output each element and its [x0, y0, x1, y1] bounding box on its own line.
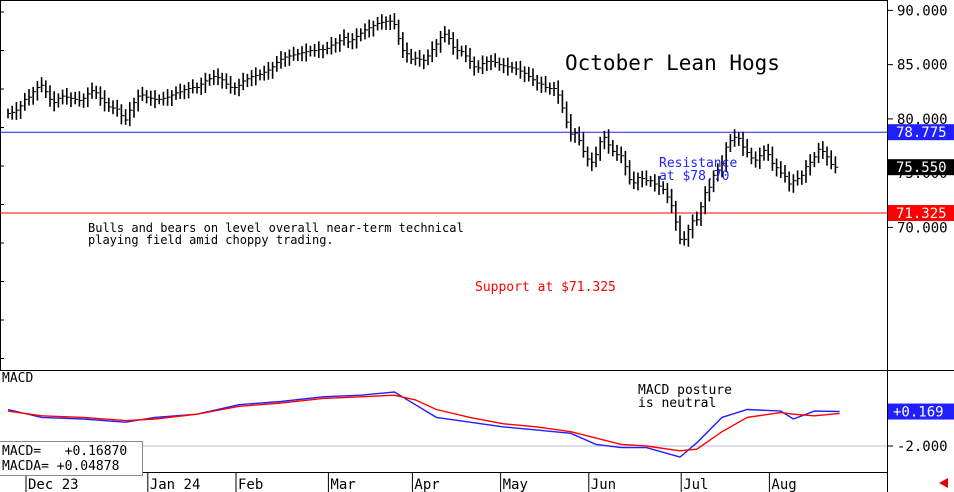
resistance-caption: Resistance at $78.70 [659, 156, 738, 184]
support-price-badge: 71.325 [896, 206, 947, 222]
macd-value-badge: +0.169 [893, 405, 944, 421]
x-tick-label: Aug [771, 477, 796, 492]
y-tick-label: 90.000 [897, 3, 948, 19]
x-tick-label: Jun [591, 477, 616, 492]
chart-annotation: Bulls and bears on level overall near-te… [88, 221, 464, 247]
x-tick-label: Jan 24 [150, 477, 201, 492]
scroll-left-arrow-icon[interactable] [939, 478, 948, 488]
macd-readout-value: MACD= +0.16870 [2, 444, 128, 459]
resistance-price-badge: 78.775 [896, 125, 947, 141]
macd-caption: MACD posture is neutral [638, 383, 732, 411]
x-tick-label: May [503, 477, 528, 492]
macd-series-macda [7, 394, 840, 452]
chart-title: October Lean Hogs [565, 51, 780, 75]
y-tick-label: 85.000 [897, 58, 948, 74]
last-price-badge-box [888, 159, 954, 176]
x-tick-label: Jul [683, 477, 708, 492]
y-tick-label: 70.000 [897, 220, 948, 236]
macd-y-tick-label: -2.000 [897, 439, 948, 455]
support-price-badge-box [888, 205, 954, 222]
resistance-price-badge-box [888, 124, 954, 141]
macd-panel-title: MACD [2, 371, 34, 386]
last-price-badge: 75.550 [896, 160, 947, 176]
macda-readout-value: MACDA= +0.04878 [2, 459, 120, 474]
y-tick-label: 80.000 [897, 112, 948, 128]
support-caption: Support at $71.325 [475, 280, 616, 295]
x-tick-label: Mar [330, 477, 355, 492]
x-tick-label: Apr [414, 477, 439, 492]
macd-readout-box: MACD= +0.16870 MACDA= +0.04878 [0, 441, 143, 476]
x-tick-label: Feb [238, 477, 263, 492]
macd-value-badge-box [888, 403, 954, 420]
x-tick-label: Dec 23 [28, 477, 79, 492]
macd-series-macd [7, 391, 840, 458]
